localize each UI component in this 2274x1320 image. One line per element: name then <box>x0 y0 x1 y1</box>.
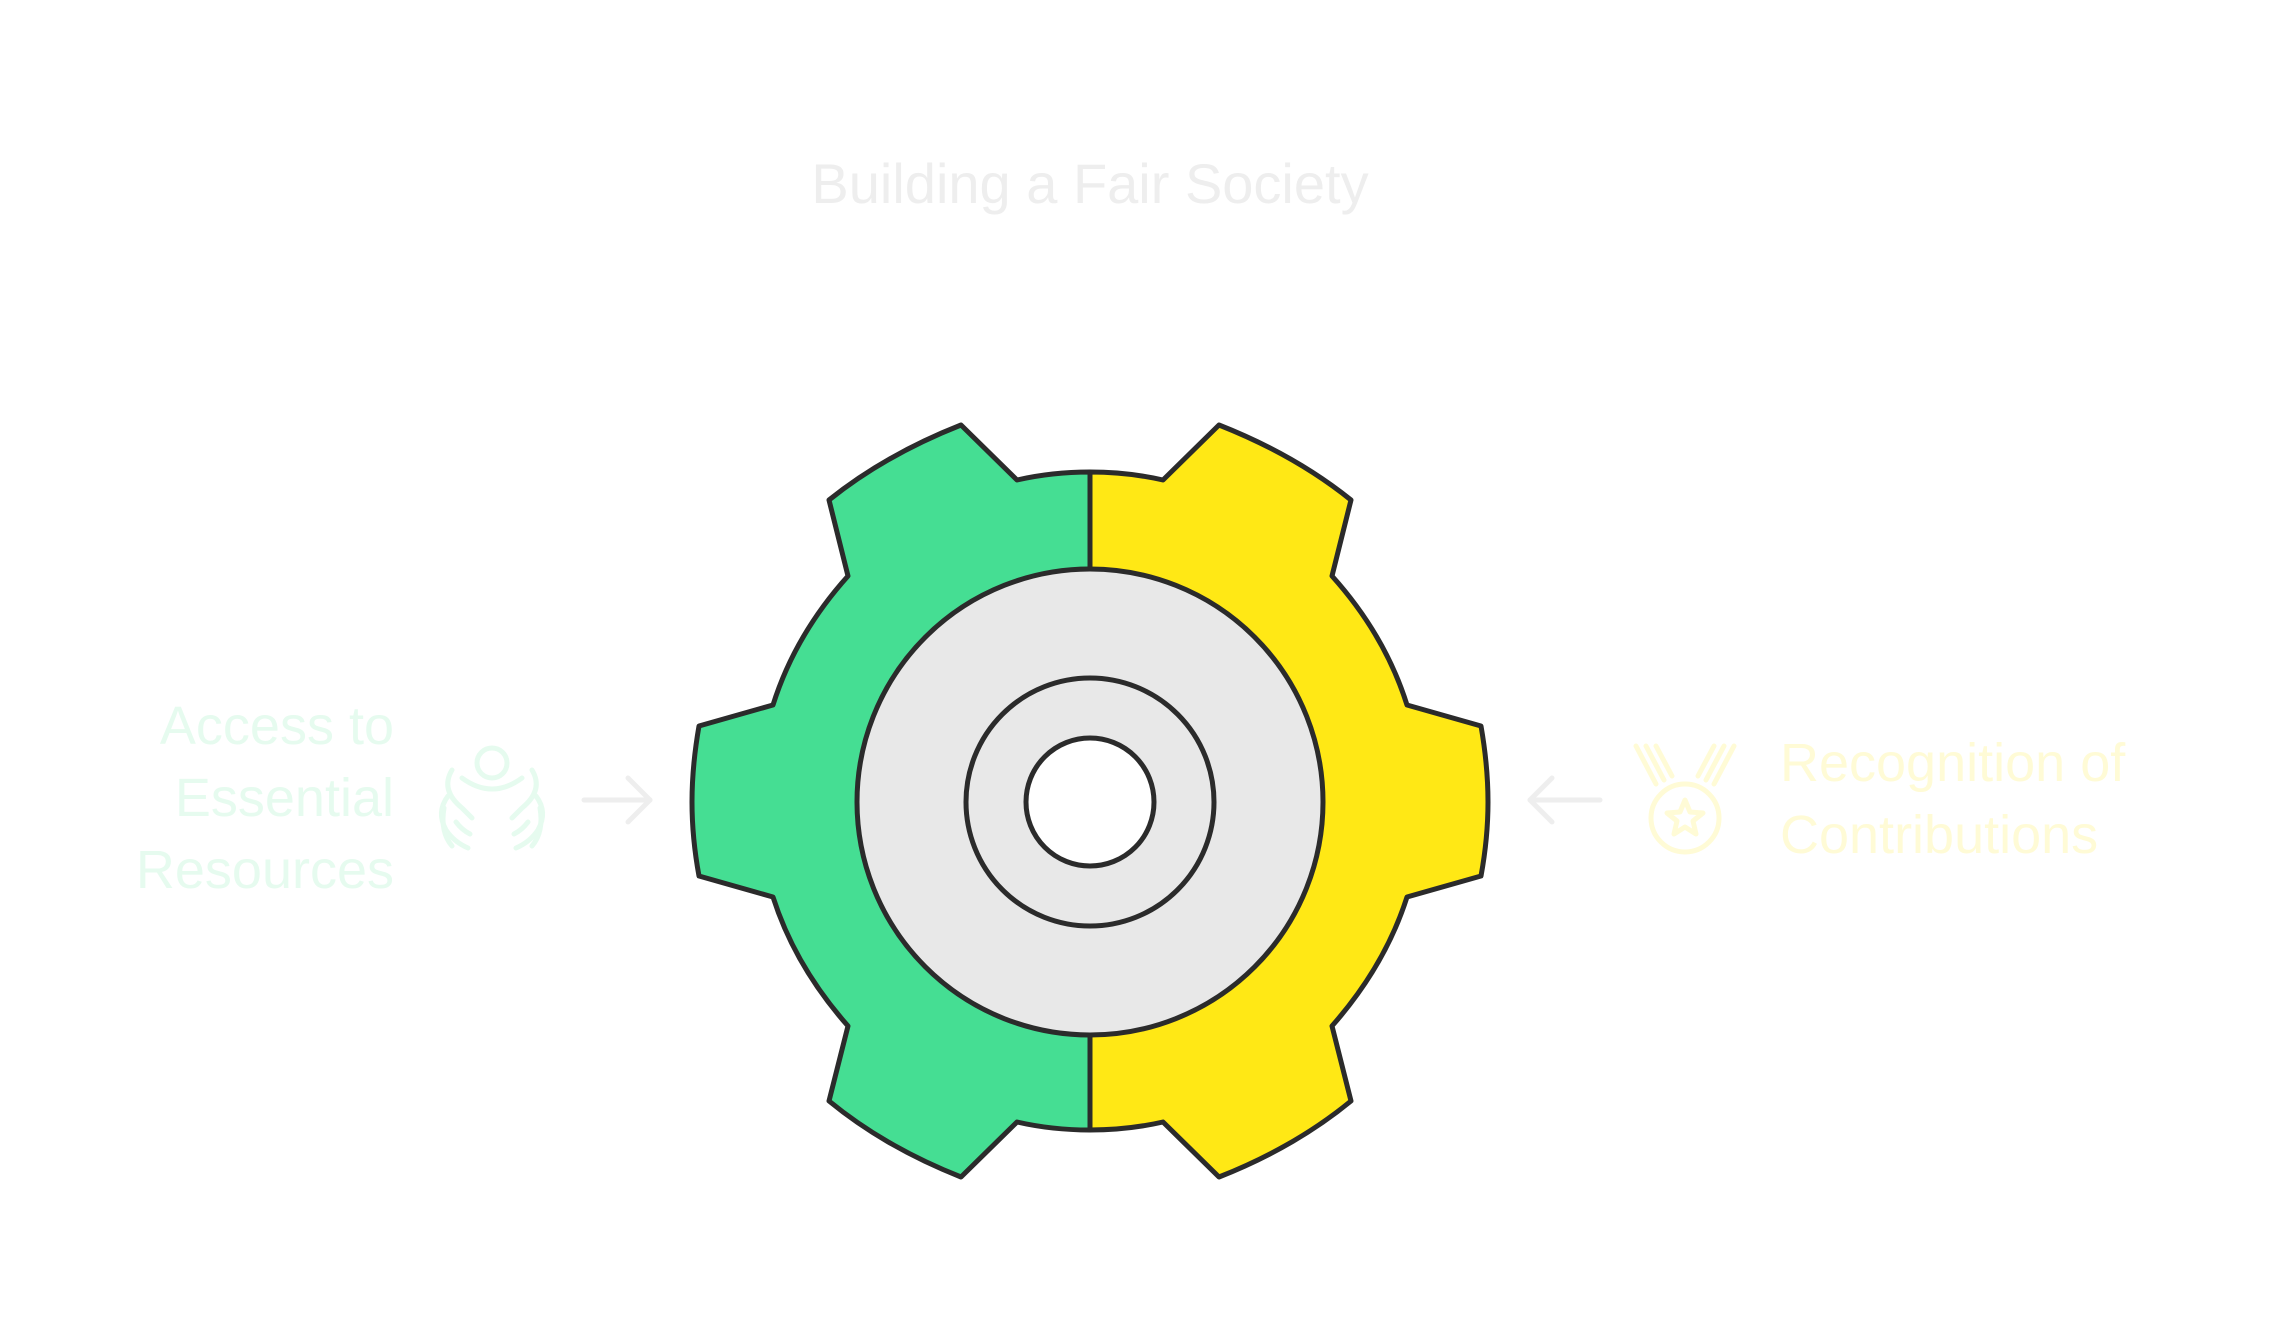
right-arrow <box>1527 775 1603 825</box>
left-label: Access to Essential Resources <box>60 690 394 906</box>
right-label-line: Recognition of <box>1780 733 2126 793</box>
hands-with-person-icon <box>439 745 545 851</box>
gear-center-hole <box>1023 735 1157 869</box>
diagram-title: Building a Fair Society <box>811 152 1369 215</box>
left-label-line: Resources <box>135 840 394 900</box>
left-label-line: Access to <box>159 696 394 756</box>
right-label-line: Contributions <box>1780 805 2099 865</box>
left-arrow <box>581 775 653 825</box>
medal-icon <box>1633 743 1737 855</box>
right-label: Recognition of Contributions <box>1780 727 2260 871</box>
left-label-line: Essential <box>174 768 394 828</box>
